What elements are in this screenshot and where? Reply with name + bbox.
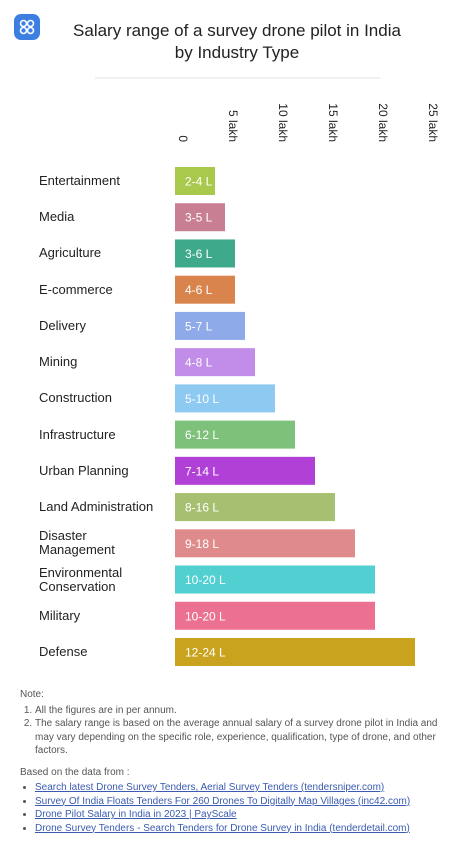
note-item: All the figures are in per annum. [35,704,450,718]
source-link[interactable]: Search latest Drone Survey Tenders, Aeri… [35,782,385,793]
bar-label: 6-12 L [185,428,219,442]
note-item: The salary range is based on the average… [35,717,450,758]
x-tick-label: 0 [176,135,190,142]
category-label: Agriculture [39,245,102,261]
bar [175,311,245,340]
bar [175,203,225,232]
category-label: Military [39,607,81,623]
bar-label: 4-6 L [185,283,213,297]
x-tick-label: 5 lakh [226,110,240,142]
bar-label: 8-16 L [185,501,219,515]
footnotes: Note: All the figures are in per annum.T… [20,688,450,843]
sources-list: Search latest Drone Survey Tenders, Aeri… [20,781,450,835]
category-label: Land Administration [39,499,154,515]
logo [14,14,40,40]
category-label: Delivery [39,317,86,333]
bar-label: 10-20 L [185,573,226,587]
bar-label: 10-20 L [185,609,226,623]
bar-label: 5-7 L [185,319,213,333]
bar-label: 12-24 L [185,645,226,659]
category-label: Entertainment [39,173,120,188]
source-link[interactable]: Survey Of India Floats Tenders For 260 D… [35,795,411,807]
bar [175,348,255,377]
sources-heading: Based on the data from : [20,766,130,778]
x-tick-label: 25 lakh [426,103,440,142]
bar [175,239,235,268]
x-tick-label: 20 lakh [376,103,390,142]
bar [175,275,235,304]
category-label: Urban Planning [39,462,129,478]
chart-title: Salary range of a survey drone pilot in … [73,21,401,62]
source-item: Search latest Drone Survey Tenders, Aeri… [35,781,450,795]
bar [175,601,375,630]
category-label: Disaster Management [39,528,115,558]
category-label: Construction [39,390,112,406]
category-label: Media [39,209,75,225]
x-tick-label: 10 lakh [276,103,290,142]
category-label: Defense [39,643,88,659]
category-label: Environmental Conservation [39,564,123,594]
bar-label: 4-8 L [185,356,213,370]
notes-heading: Note: [20,689,44,700]
source-item: Drone Pilot Salary in India in 2023 | Pa… [35,808,450,822]
bar [175,529,355,558]
bar [175,167,215,195]
logo-icon [19,19,35,35]
bar-label: 2-4 L [185,175,213,189]
source-link[interactable]: Drone Pilot Salary in India in 2023 | Pa… [35,809,237,820]
bar [175,420,295,449]
x-tick-label: 15 lakh [326,103,340,142]
bar [175,637,415,666]
bar [175,493,335,522]
bar-label: 3-6 L [185,247,213,261]
bar-label: 5-10 L [185,392,219,406]
source-item: Survey Of India Floats Tenders For 260 D… [35,795,450,809]
category-label: Infrastructure [39,426,116,442]
category-label: E-commerce [39,281,113,297]
bar [175,456,315,485]
bar-label: 7-14 L [185,464,219,478]
bar [175,384,275,413]
bar [175,565,375,594]
source-item: Drone Survey Tenders - Search Tenders fo… [35,822,450,836]
source-link[interactable]: Drone Survey Tenders - Search Tenders fo… [35,822,410,834]
bar-label: 9-18 L [185,537,219,551]
category-label: Mining [39,354,78,370]
bar-label: 3-5 L [185,211,213,225]
notes-list: All the figures are in per annum.The sal… [20,704,450,758]
